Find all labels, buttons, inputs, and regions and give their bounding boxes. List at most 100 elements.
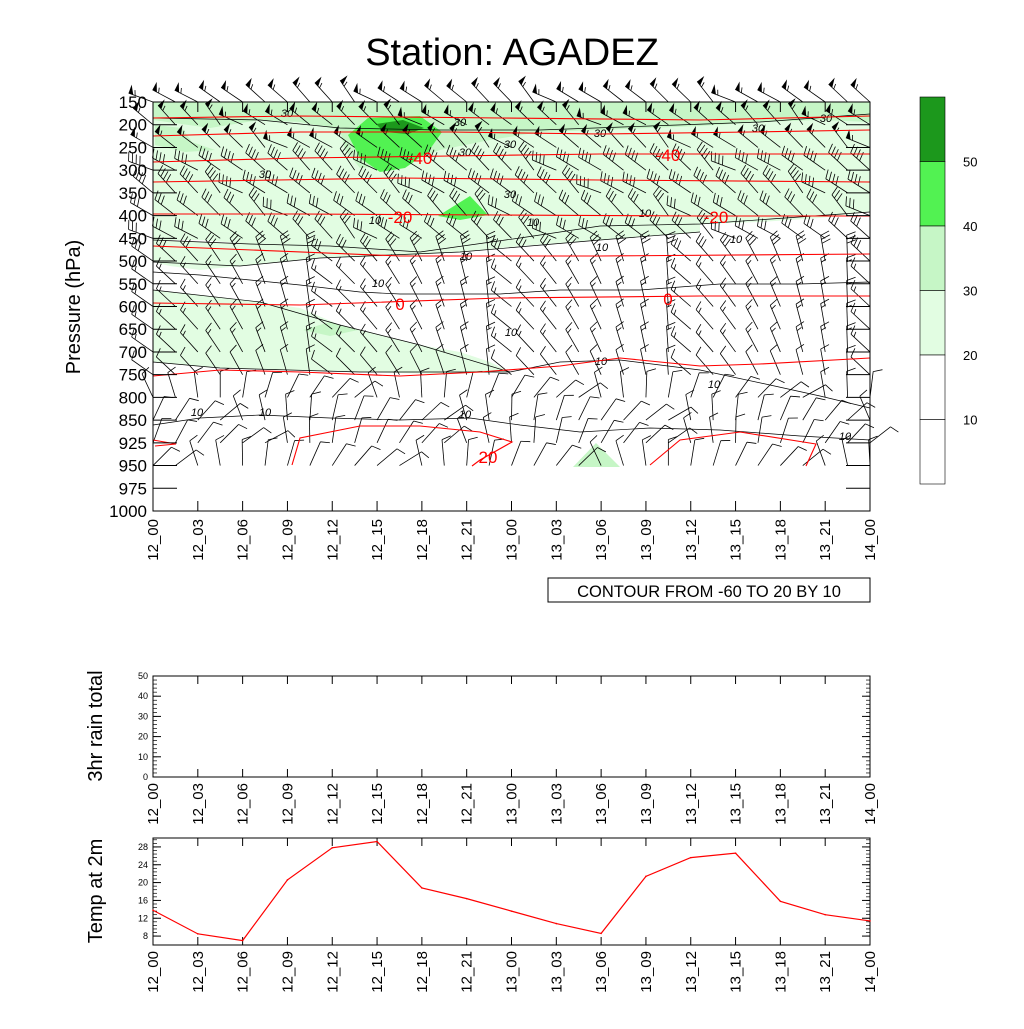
x-tick-label: 13_21 [817, 519, 834, 561]
wind-barb-staff [199, 87, 220, 102]
humidity-contour-label: 10 [708, 379, 721, 391]
x-tick-label: 12_18 [414, 519, 431, 561]
wind-barb-pennant [378, 80, 383, 90]
wind-barb-pennant [782, 79, 787, 89]
x-tick-label: 12_00 [145, 951, 162, 993]
wind-barb-half [609, 85, 611, 90]
wind-barb-pennant [650, 77, 656, 87]
wind-barb-half [406, 87, 407, 92]
wind-barb [711, 84, 735, 102]
wind-barb-staff [446, 86, 466, 102]
y-tick-label: 450 [119, 229, 147, 248]
y-tick-label: 700 [119, 343, 147, 362]
wind-barb-staff [870, 427, 890, 443]
data-point [600, 933, 602, 935]
x-tick-label: 13_09 [638, 951, 655, 993]
y-tick-label: 250 [119, 138, 147, 157]
colorbar-box [920, 162, 945, 227]
wind-barb-half [631, 85, 632, 90]
wind-barb-half [452, 85, 454, 90]
x-tick-label: 13_03 [548, 783, 565, 825]
wind-barb-half [320, 83, 322, 88]
y-tick-label: 400 [119, 207, 147, 226]
data-point [645, 876, 647, 878]
wind-barb-half [585, 87, 586, 92]
data-point [466, 898, 468, 900]
y-tick-label: 500 [119, 252, 147, 271]
wind-barb-staff [221, 87, 243, 102]
x-tick-label: 12_21 [459, 519, 476, 561]
colorbar-label: 30 [963, 284, 977, 299]
y-tick-label: 24 [138, 860, 148, 870]
x-tick-label: 12_21 [459, 783, 476, 825]
colorbar-box [920, 97, 945, 162]
x-tick-label: 13_15 [728, 951, 745, 993]
y-tick-label: 600 [119, 298, 147, 317]
x-tick-label: 12_18 [414, 783, 431, 825]
wind-barb [870, 370, 882, 398]
wind-barb-pennant [246, 78, 252, 88]
wind-barb-staff [556, 89, 578, 102]
wind-barb [519, 76, 534, 102]
colorbar-box [920, 355, 945, 420]
x-tick-label: 13_18 [772, 519, 789, 561]
wind-barb-pennant [268, 78, 274, 88]
y-tick-label: 12 [138, 913, 148, 923]
y-tick-label: 650 [119, 320, 147, 339]
y-tick-label: 975 [119, 479, 147, 498]
y-tick-label: 30 [138, 711, 148, 721]
x-tick-label: 13_06 [593, 519, 610, 561]
wind-barb [268, 78, 288, 102]
x-tick-label: 12_09 [279, 519, 296, 561]
y-tick-label: 850 [119, 411, 147, 430]
humidity-contour-label: 10 [259, 407, 272, 419]
x-tick-label: 12_15 [369, 519, 386, 561]
humidity-contour-label: 30 [752, 123, 765, 135]
wind-barb [493, 77, 511, 102]
y-tick-label: 16 [138, 895, 148, 905]
x-tick-label: 13_15 [728, 783, 745, 825]
humidity-contour-label: 30 [259, 169, 272, 181]
humidity-contour-label: 10 [839, 431, 852, 443]
y-tick-label: 20 [138, 878, 148, 888]
data-point [511, 910, 513, 912]
contour-annotation: CONTOUR FROM -60 TO 20 BY 10 [577, 583, 841, 601]
x-tick-label: 12_12 [324, 519, 341, 561]
temperature-contour-label: 0 [663, 290, 672, 309]
colorbar-label: 50 [963, 155, 977, 170]
wind-barb-pennant [199, 80, 204, 90]
wind-barb-pennant [446, 79, 452, 89]
temperature-contour-label: -20 [388, 208, 413, 227]
wind-barb [199, 80, 220, 102]
wind-barb-half [834, 84, 836, 89]
colorbar-label: 20 [963, 348, 977, 363]
temperature-contour-label: 0 [395, 295, 404, 314]
wind-barb-pennant [625, 79, 630, 89]
colorbar-box [920, 291, 945, 356]
wind-barb [175, 82, 198, 102]
wind-barb-pennant [829, 78, 835, 88]
x-tick-label: 12_03 [190, 951, 207, 993]
wind-barb [625, 79, 646, 102]
wind-barb-pennant [851, 78, 857, 88]
wind-barb-staff [603, 86, 623, 102]
humidity-contour-label: 10 [191, 407, 204, 419]
wind-barb-pennant [493, 77, 499, 87]
x-tick-label: 14_00 [862, 951, 879, 993]
data-point [824, 914, 826, 916]
data-point [197, 933, 199, 935]
wind-barb [757, 82, 780, 102]
wind-barb-staff [735, 89, 758, 102]
wind-barb-half [384, 86, 385, 91]
temperature-contour-label: -20 [704, 208, 729, 227]
x-tick-label: 13_18 [772, 951, 789, 993]
wind-barb-staff [829, 84, 848, 102]
data-point [421, 887, 423, 889]
x-tick-label: 12_15 [369, 783, 386, 825]
wind-barb-pennant [400, 81, 405, 91]
wind-barb-half [701, 82, 704, 87]
contour-annotation-box: CONTOUR FROM -60 TO 20 BY 10 [548, 578, 870, 602]
